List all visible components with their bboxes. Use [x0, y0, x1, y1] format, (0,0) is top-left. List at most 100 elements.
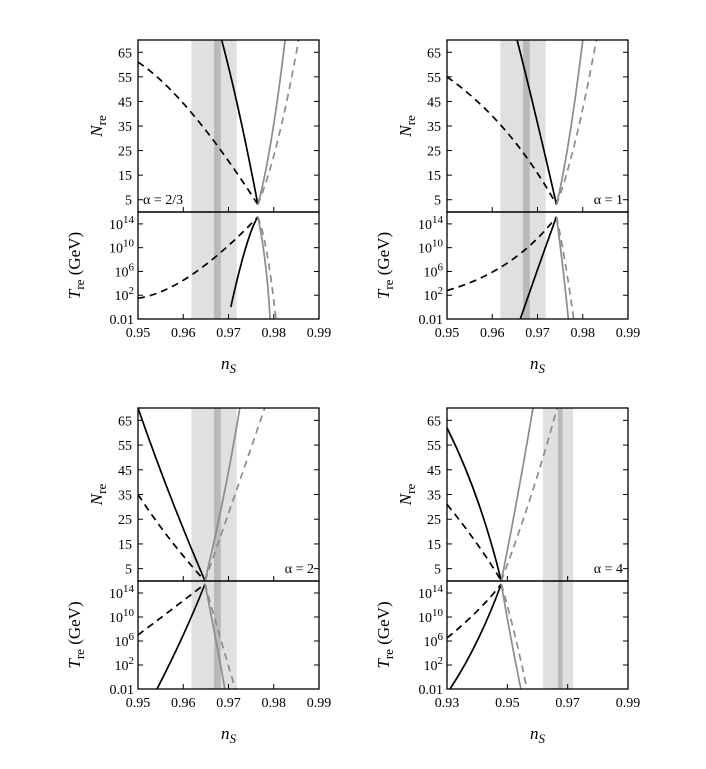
tre-y-tick-label: 1014 — [109, 214, 135, 233]
x-tick-label: 0.96 — [480, 326, 505, 341]
nre-y-tick-label: 25 — [427, 513, 441, 528]
tre-y-tick-label: 1010 — [418, 238, 444, 257]
tre-curve-gray-dashed — [204, 583, 237, 689]
tre-y-axis-label: Tre (GeV) — [374, 601, 396, 668]
tre-curve-gray-dashed — [500, 583, 528, 689]
nre-y-tick-label: 5 — [434, 563, 441, 578]
nre-y-tick-label: 55 — [427, 71, 441, 86]
x-tick-label: 0.99 — [307, 696, 332, 711]
tre-y-axis-label: Tre (GeV) — [65, 232, 87, 299]
tre-y-tick-label: 106 — [424, 261, 444, 280]
x-tick-label: 0.95 — [435, 326, 460, 341]
tre-y-axis-label: Tre (GeV) — [374, 232, 396, 299]
inner-confidence-band — [523, 40, 530, 319]
tre-curve-gray-dashed — [257, 216, 277, 319]
alpha-annotation: α = 1 — [594, 193, 623, 208]
nre-y-tick-label: 15 — [118, 538, 132, 553]
tre-y-tick-label: 1014 — [418, 214, 444, 233]
x-tick-label: 0.97 — [555, 696, 580, 711]
tre-y-tick-label: 1014 — [418, 583, 444, 602]
tre-y-tick-label: 102 — [115, 285, 135, 304]
tre-plot-frame — [446, 580, 629, 690]
tre-y-axis-label: Tre (GeV) — [65, 601, 87, 668]
x-tick-label: 0.97 — [216, 696, 241, 711]
tre-y-tick-label: 1010 — [109, 607, 135, 626]
alpha-annotation: α = 4 — [594, 562, 623, 577]
panel-alpha-2: 0.95 0.96 0.97 0.98 0.99 5 15 25 35 45 55 65 0.01 102… — [65, 407, 332, 746]
nre-y-tick-label: 25 — [118, 145, 132, 160]
nre-curve-black-solid — [447, 427, 503, 581]
nre-curve-black-dashed — [138, 494, 206, 581]
nre-curve-black-solid — [138, 408, 206, 581]
nre-curve-black-dashed — [447, 76, 558, 206]
alpha-annotation: α = 2/3 — [143, 193, 183, 208]
nre-y-tick-label: 55 — [118, 439, 132, 454]
nre-y-tick-label: 15 — [427, 538, 441, 553]
nre-curve-gray-solid — [204, 408, 241, 581]
nre-y-axis-label: Nre — [396, 484, 418, 507]
nre-curve-gray-solid — [257, 40, 286, 205]
tre-y-tick-label: 102 — [424, 285, 444, 304]
tre-y-tick-label: 0.01 — [110, 313, 135, 328]
nre-curve-black-dashed — [138, 61, 259, 206]
tre-curve-black-solid — [156, 583, 206, 689]
nre-curve-gray-dashed — [500, 408, 558, 581]
x-tick-label: 0.97 — [216, 326, 241, 341]
inner-confidence-band — [214, 40, 221, 319]
nre-y-axis-label: Nre — [87, 484, 109, 507]
tre-y-tick-label: 1010 — [109, 238, 135, 257]
tre-curve-gray-solid — [204, 583, 226, 689]
panel-alpha-1: 0.95 0.96 0.97 0.98 0.99 5 15 25 35 45 55 65 0.01 102… — [374, 39, 640, 376]
nre-y-tick-label: 45 — [427, 464, 441, 479]
nre-y-tick-label: 65 — [118, 414, 132, 429]
x-tick-label: 0.96 — [171, 696, 196, 711]
nre-y-tick-label: 55 — [427, 439, 441, 454]
nre-curve-black-solid — [516, 40, 558, 205]
nre-y-tick-label: 35 — [427, 489, 441, 504]
tre-y-tick-label: 106 — [115, 631, 135, 650]
x-axis-label: nS — [221, 354, 237, 376]
nre-y-axis-label: Nre — [87, 115, 109, 138]
nre-y-tick-label: 65 — [427, 414, 441, 429]
nre-y-tick-label: 45 — [118, 464, 132, 479]
tre-curve-gray-solid — [257, 216, 271, 319]
tre-curve-black-dashed — [138, 583, 206, 636]
nre-curve-gray-dashed — [257, 40, 300, 205]
x-tick-label: 0.98 — [571, 326, 596, 341]
nre-curve-gray-dashed — [204, 408, 266, 581]
tre-y-tick-label: 0.01 — [110, 683, 135, 698]
nre-curve-gray-solid — [555, 40, 584, 205]
tre-y-tick-label: 0.01 — [419, 313, 444, 328]
tre-y-tick-label: 0.01 — [419, 683, 444, 698]
panel-alpha-2-3: 0.95 0.96 0.97 0.98 0.99 5 15 25 35 45 55 65 0.01 102… — [65, 39, 332, 376]
tre-curve-black-dashed — [447, 216, 558, 292]
x-tick-label: 0.93 — [435, 696, 460, 711]
nre-y-axis-label: Nre — [396, 115, 418, 138]
tre-y-tick-label: 1014 — [109, 583, 135, 602]
nre-y-tick-label: 15 — [427, 169, 441, 184]
tre-curve-black-solid — [229, 216, 259, 308]
nre-y-tick-label: 65 — [118, 46, 132, 61]
nre-plot-frame — [446, 407, 629, 582]
tre-curve-black-solid — [519, 216, 558, 319]
x-tick-label: 0.98 — [262, 696, 287, 711]
x-tick-label: 0.99 — [307, 326, 332, 341]
x-tick-label: 0.95 — [495, 696, 520, 711]
tre-y-tick-label: 106 — [115, 261, 135, 280]
nre-y-tick-label: 5 — [434, 194, 441, 209]
x-axis-label: nS — [221, 724, 237, 746]
tre-curve-black-dashed — [138, 216, 259, 300]
nre-y-tick-label: 5 — [125, 563, 132, 578]
nre-y-tick-label: 25 — [118, 513, 132, 528]
tre-curve-black-dashed — [447, 583, 502, 639]
inner-confidence-band — [558, 408, 563, 689]
nre-curve-black-dashed — [447, 503, 503, 581]
nre-y-tick-label: 45 — [427, 95, 441, 110]
nre-y-tick-label: 15 — [118, 169, 132, 184]
nre-y-tick-label: 5 — [125, 194, 132, 209]
x-tick-label: 0.95 — [126, 696, 151, 711]
nre-y-tick-label: 35 — [118, 489, 132, 504]
inner-confidence-band — [214, 408, 221, 689]
tre-y-tick-label: 1010 — [418, 607, 444, 626]
